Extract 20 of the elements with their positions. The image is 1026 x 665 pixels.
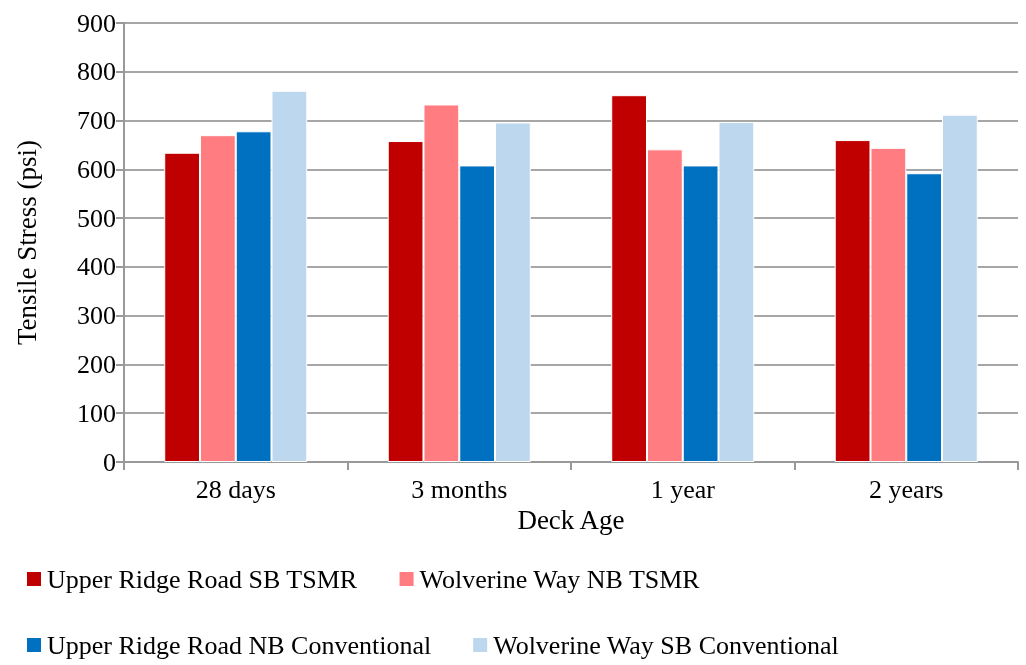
x-tick-label: 3 months	[411, 474, 508, 504]
x-axis-title: Deck Age	[517, 505, 625, 536]
legend-label: Upper Ridge Road NB Conventional	[47, 630, 432, 660]
x-tick-label: 1 year	[650, 474, 716, 504]
x-tick-label: 2 years	[869, 474, 944, 504]
y-tick-label: 600	[77, 154, 116, 184]
y-tick-label: 300	[77, 301, 116, 331]
y-tick-label: 900	[77, 8, 116, 38]
y-tick-label: 100	[77, 398, 116, 428]
y-axis-title: Tensile Stress (psi)	[11, 139, 42, 346]
legend-label: Upper Ridge Road SB TSMR	[47, 564, 358, 594]
y-tick-label: 400	[77, 252, 116, 282]
x-tick-label: 28 days	[195, 474, 276, 504]
legend-label: Wolverine Way NB TSMR	[419, 564, 701, 594]
y-tick-label: 0	[103, 447, 116, 477]
legend-label: Wolverine Way SB Conventional	[493, 630, 839, 660]
y-tick-label: 700	[77, 106, 116, 136]
y-tick-label: 800	[77, 57, 116, 87]
y-tick-label: 500	[77, 203, 116, 233]
y-tick-label: 200	[77, 349, 116, 379]
